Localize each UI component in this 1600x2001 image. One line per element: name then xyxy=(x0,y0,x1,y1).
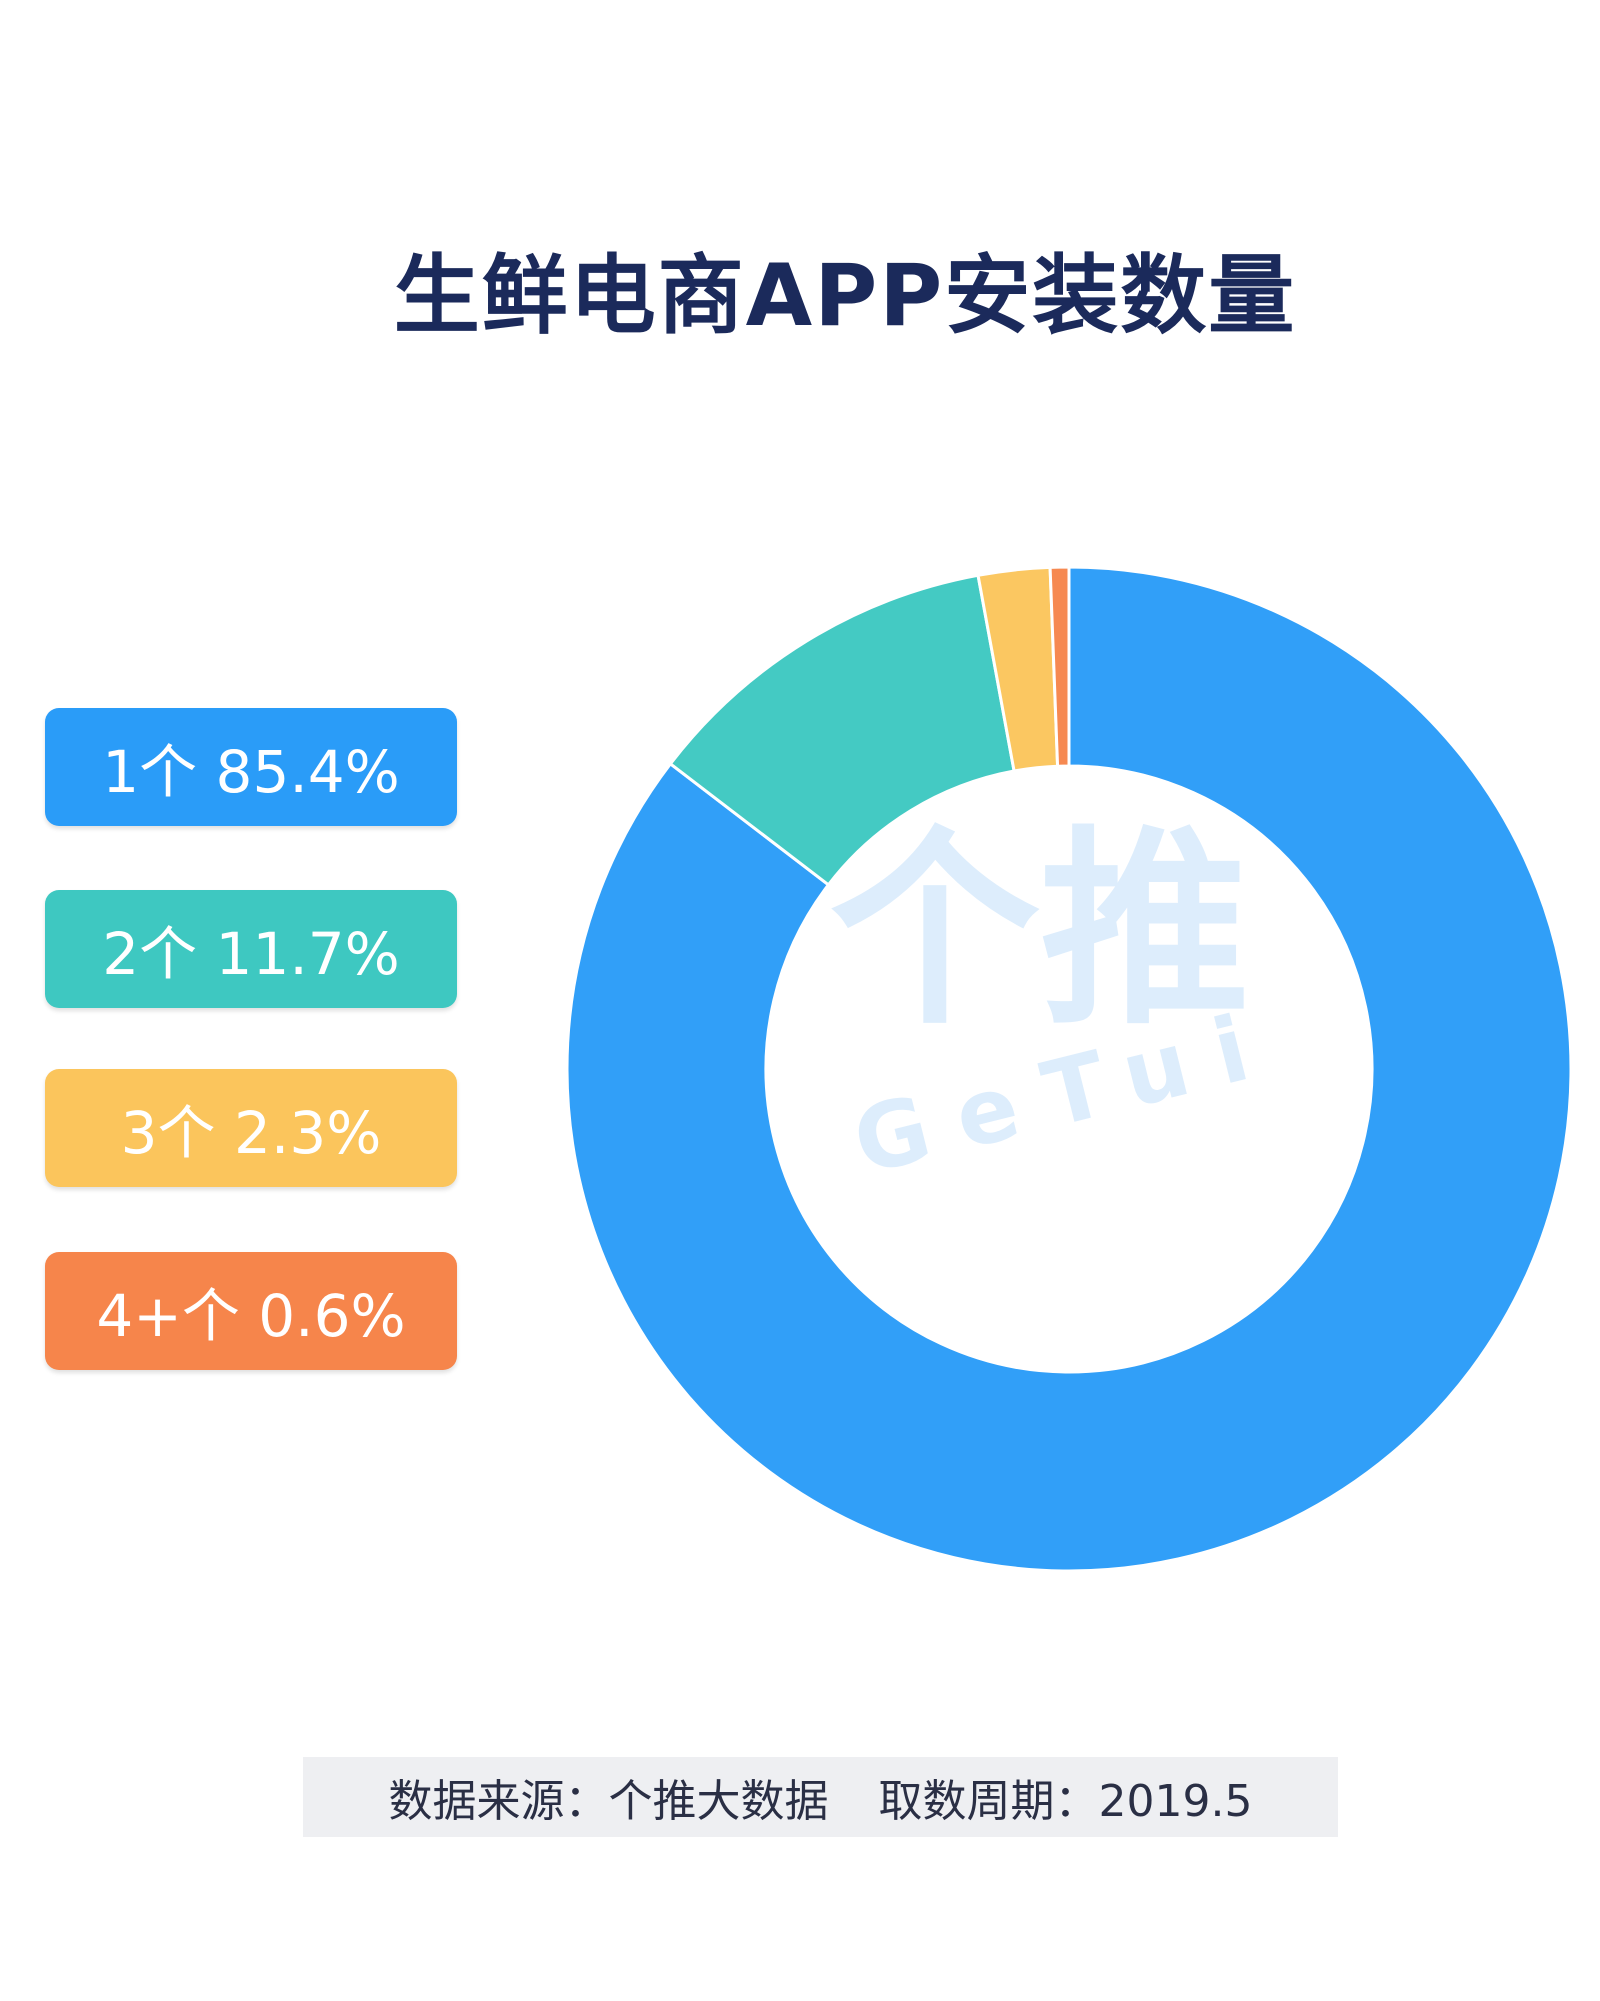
chart-title: 生鲜电商APP安装数量 xyxy=(393,246,1297,346)
legend-item-3: 3个 2.3% xyxy=(45,1069,457,1187)
donut-slice-4 xyxy=(1048,565,1071,768)
donut-slice-1 xyxy=(565,565,1573,1573)
data-source: 数据来源：个推大数据 xyxy=(388,1776,829,1827)
legend-item-4: 4+个 0.6% xyxy=(45,1252,457,1370)
legend-item-1: 1个 85.4% xyxy=(45,708,457,826)
watermark-logo: 个推 xyxy=(830,808,1251,1053)
footer-note: 数据来源：个推大数据 取数周期：2019.5 xyxy=(303,1757,1338,1837)
legend-item-2: 2个 11.7% xyxy=(45,890,457,1008)
data-period: 取数周期：2019.5 xyxy=(878,1776,1253,1827)
